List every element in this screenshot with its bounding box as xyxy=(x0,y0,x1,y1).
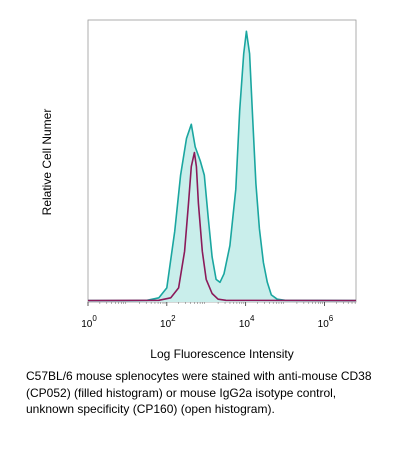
series-2-line xyxy=(87,151,357,302)
x-tick-label: 102 xyxy=(160,314,176,330)
x-axis: 100 102 104 106 xyxy=(81,302,356,330)
x-tick-label: 106 xyxy=(318,314,334,330)
plot-area xyxy=(87,19,357,303)
series-1-line xyxy=(88,30,357,302)
figure-caption: C57BL/6 mouse splenocytes were stained w… xyxy=(26,369,372,416)
histogram-chart: 100 102 104 106 xyxy=(81,19,357,330)
series-layer xyxy=(87,30,357,303)
x-tick-label: 100 xyxy=(81,314,97,330)
x-axis-label: Log Fluorescence Intensity xyxy=(150,347,294,361)
y-axis-label: Relative Cell Numer xyxy=(40,108,54,216)
x-tick-label: 104 xyxy=(239,314,255,330)
plot-frame xyxy=(87,19,357,303)
